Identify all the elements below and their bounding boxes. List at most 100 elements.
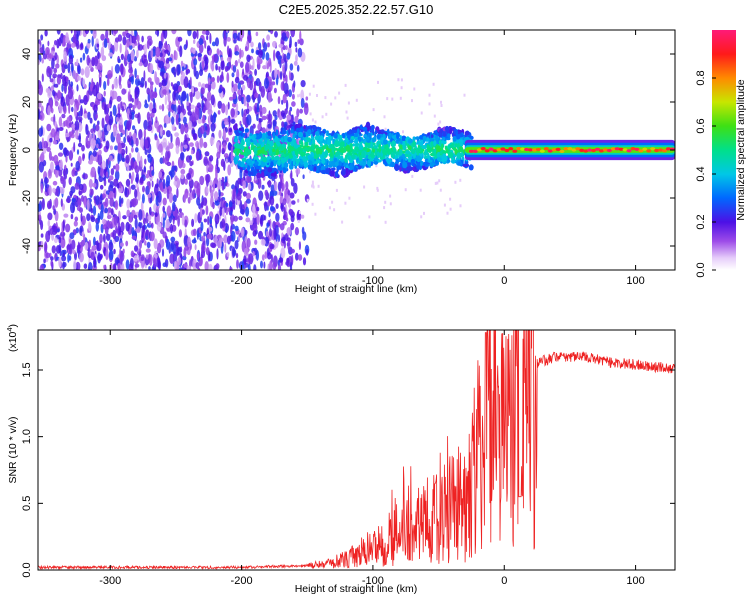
spectrogram-noise-cell xyxy=(44,176,48,188)
spectrogram-faint-cell xyxy=(434,181,437,185)
spectrogram-noise-cell xyxy=(69,131,73,137)
spectrogram-noise-cell xyxy=(247,263,251,270)
spectrogram-signal-cell xyxy=(401,168,404,172)
spectrogram-noise-cell xyxy=(121,88,127,95)
spectrogram-noise-cell xyxy=(154,120,160,129)
spectrogram-noise-cell xyxy=(220,56,224,62)
spectrogram-noise-cell xyxy=(100,204,104,213)
spectrogram-noise-cell xyxy=(208,263,213,270)
spectrogram-signal-cell xyxy=(391,140,396,147)
spectrogram-noise-cell xyxy=(183,144,188,149)
spectrogram-noise-cell xyxy=(111,83,115,90)
spectrogram-noise-cell xyxy=(177,104,182,115)
spectrogram-noise-cell xyxy=(112,90,118,100)
spectrogram-noise-cell xyxy=(58,127,64,131)
spectrogram-noise-cell xyxy=(134,218,138,229)
spectrogram-noise-cell xyxy=(146,39,150,50)
spectrogram-noise-cell xyxy=(144,149,148,156)
spectrogram-faint-cell xyxy=(428,93,431,97)
spectrogram-noise-cell xyxy=(234,240,239,250)
spectrogram-noise-cell xyxy=(295,54,298,63)
spectrogram-noise-cell xyxy=(237,177,242,185)
carrier-hotspot xyxy=(476,148,482,152)
spectrogram-noise-cell xyxy=(62,74,67,87)
spectrogram-noise-cell xyxy=(71,198,77,203)
spectrogram-noise-cell xyxy=(155,205,159,215)
spectrogram-signal-cell xyxy=(304,147,309,152)
spectrogram-signal-cell xyxy=(372,149,375,153)
spectrogram-faint-cell xyxy=(397,78,400,82)
carrier-hotspot xyxy=(524,147,530,152)
spectrogram-signal-cell xyxy=(277,159,281,167)
spectrogram-noise-cell xyxy=(113,30,118,34)
spectrogram-noise-cell xyxy=(168,111,171,118)
spectrogram-faint-cell xyxy=(440,104,443,107)
spectrogram-signal-cell xyxy=(370,152,375,159)
spectrogram-signal-cell xyxy=(275,149,280,156)
spectrogram-noise-cell xyxy=(268,57,272,67)
spectrogram-noise-cell xyxy=(267,199,271,207)
spectrogram-noise-cell xyxy=(178,94,181,101)
spectrogram-signal-cell xyxy=(377,159,382,163)
spectrogram-signal-cell xyxy=(390,152,395,159)
spectrogram-noise-cell xyxy=(274,31,278,38)
spectrogram-faint-cell xyxy=(459,178,462,182)
spectrogram-noise-cell xyxy=(144,80,147,89)
spectrogram-noise-cell xyxy=(133,198,139,206)
carrier-hotspot xyxy=(567,147,573,151)
spectrogram-signal-cell xyxy=(447,133,451,138)
spectrogram-noise-cell xyxy=(266,252,272,260)
spectrogram-signal-cell xyxy=(255,135,261,140)
spectrogram-noise-cell xyxy=(83,197,87,208)
spectrogram-noise-cell xyxy=(62,252,65,257)
spectrogram-noise-cell xyxy=(159,52,163,58)
spectrogram-noise-cell xyxy=(45,230,51,243)
spectrogram-noise-cell xyxy=(296,64,300,72)
spectrogram-noise-cell xyxy=(135,182,139,188)
spectrogram-noise-cell xyxy=(289,261,293,270)
spectrogram-noise-cell xyxy=(205,126,208,131)
spectrogram-noise-cell xyxy=(134,165,140,174)
spectrogram-noise-cell xyxy=(70,42,76,48)
spectrogram-noise-cell xyxy=(108,175,114,181)
spectrogram-noise-cell xyxy=(122,157,126,162)
spectrogram-noise-cell xyxy=(295,47,298,53)
spectrogram-faint-cell xyxy=(312,84,315,88)
spectrogram-noise-cell xyxy=(158,143,163,153)
spectrogram-noise-cell xyxy=(119,116,123,126)
spectrogram-noise-cell xyxy=(226,56,232,63)
spectrogram-noise-cell xyxy=(121,263,125,270)
spectrogram-signal-cell xyxy=(287,145,293,152)
spectrogram-noise-cell xyxy=(100,33,105,41)
spectrogram-noise-cell xyxy=(239,120,242,126)
spectrogram-noise-cell xyxy=(96,100,101,106)
spectrogram-noise-cell xyxy=(260,260,263,269)
spectrogram-noise-cell xyxy=(145,248,151,253)
spectrogram-noise-cell xyxy=(73,259,77,270)
spectrogram-noise-cell xyxy=(235,252,239,259)
spectrogram-noise-cell xyxy=(142,58,149,68)
spectrogram-noise-cell xyxy=(54,197,59,208)
carrier-hotspot xyxy=(484,149,490,153)
spectrogram-noise-cell xyxy=(134,245,138,252)
spectrogram-noise-cell xyxy=(56,30,61,35)
chart-title: C2E5.2025.352.22.57.G10 xyxy=(279,2,434,17)
spectrogram-noise-cell xyxy=(52,205,55,211)
spectrogram-signal-cell xyxy=(334,140,340,148)
spectrogram-faint-cell xyxy=(423,211,425,215)
spectrogram-faint-cell xyxy=(309,170,311,174)
spectrogram-noise-cell xyxy=(288,43,292,49)
spectrogram-signal-cell xyxy=(313,166,317,172)
spectrogram-noise-cell xyxy=(98,149,102,156)
spectrogram-noise-cell xyxy=(151,108,155,113)
spectrogram-noise-cell xyxy=(249,80,254,91)
spectrogram-noise-cell xyxy=(131,235,137,240)
spectrogram-signal-cell xyxy=(325,164,329,169)
spectrogram-noise-cell xyxy=(127,91,131,102)
spectrogram-noise-cell xyxy=(38,203,42,212)
spectrogram-noise-cell xyxy=(199,175,205,186)
spectrogram-noise-cell xyxy=(283,82,289,95)
spectrogram-noise-cell xyxy=(246,114,252,126)
spectrogram-signal-cell xyxy=(351,154,356,160)
spectrogram-noise-cell xyxy=(45,252,51,259)
